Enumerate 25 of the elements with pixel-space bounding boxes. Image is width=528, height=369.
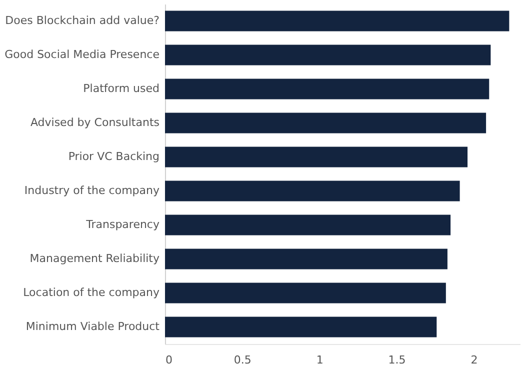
y-tick-label: Good Social Media Presence <box>4 48 160 61</box>
y-tick-label: Prior VC Backing <box>68 150 160 163</box>
bar <box>165 78 490 100</box>
bar <box>165 248 448 270</box>
bar <box>165 44 491 66</box>
x-tick-label: 1 <box>316 354 324 366</box>
x-tick-label: 0.5 <box>234 354 252 366</box>
x-tick-label: 1.5 <box>388 354 406 366</box>
x-tick-label: 2 <box>470 354 478 366</box>
x-tick-label: 0 <box>166 354 172 366</box>
bar <box>165 180 460 202</box>
bar <box>165 214 451 236</box>
y-tick-label: Minimum Viable Product <box>26 320 160 333</box>
y-tick-label: Platform used <box>83 82 160 95</box>
bar <box>165 146 468 168</box>
y-tick-label: Does Blockchain add value? <box>5 14 160 27</box>
y-tick-label: Location of the company <box>23 286 160 299</box>
y-tick-label: Management Reliability <box>30 252 160 265</box>
y-tick-label: Industry of the company <box>24 184 160 197</box>
bar <box>165 282 446 304</box>
bar <box>165 316 437 338</box>
y-tick-label: Advised by Consultants <box>30 116 160 129</box>
bar <box>165 112 486 134</box>
bar <box>165 10 510 32</box>
y-tick-label: Transparency <box>85 218 160 231</box>
